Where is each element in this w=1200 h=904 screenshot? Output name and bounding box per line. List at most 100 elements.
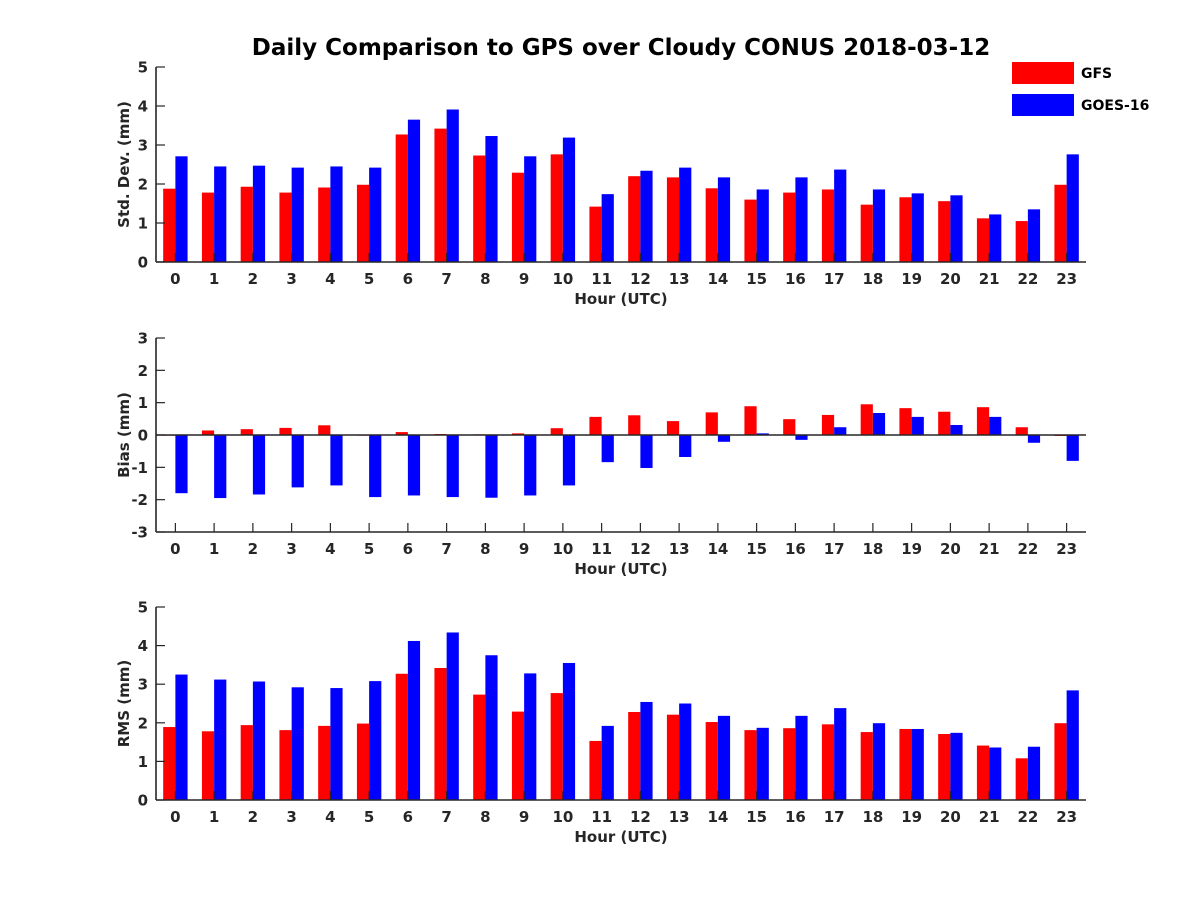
- bar-goes-16-hour-10: [562, 435, 576, 486]
- x-tick-label: 13: [669, 808, 690, 826]
- bar-goes-16-hour-0: [175, 435, 188, 494]
- x-tick-label: 22: [1017, 270, 1038, 288]
- x-tick-label: 20: [940, 270, 961, 288]
- x-tick-label: 22: [1017, 808, 1038, 826]
- bar-goes-16-hour-21: [989, 416, 1002, 435]
- bar-gfs-hour-4: [318, 425, 331, 435]
- bar-goes-16-hour-8: [485, 435, 498, 498]
- bar-gfs-hour-23: [1054, 184, 1067, 262]
- bar-goes-16-hour-4: [330, 435, 343, 486]
- x-tick-label: 21: [979, 540, 1000, 558]
- x-tick-label: 13: [669, 540, 690, 558]
- bar-gfs-hour-23: [1054, 723, 1067, 800]
- bar-gfs-hour-16: [783, 192, 796, 262]
- bar-goes-16-hour-9: [524, 435, 537, 496]
- bar-gfs-hour-2: [240, 725, 253, 800]
- bar-goes-16-hour-4: [330, 688, 343, 800]
- bar-goes-16-hour-19: [911, 416, 924, 435]
- bar-gfs-hour-9: [511, 711, 525, 800]
- bar-gfs-hour-19: [899, 408, 912, 435]
- x-tick-label: 4: [325, 808, 335, 826]
- x-axis-label: Hour (UTC): [574, 560, 667, 578]
- x-tick-label: 22: [1017, 540, 1038, 558]
- bar-gfs-hour-6: [395, 134, 408, 262]
- bar-goes-16-hour-19: [911, 193, 924, 262]
- x-tick-label: 11: [591, 808, 612, 826]
- bar-gfs-hour-18: [860, 404, 873, 435]
- bar-goes-16-hour-16: [795, 177, 808, 262]
- x-tick-label: 7: [441, 808, 451, 826]
- x-tick-label: 11: [591, 540, 612, 558]
- y-tick-label: 1: [138, 753, 148, 771]
- bar-gfs-hour-1: [201, 731, 215, 800]
- bar-gfs-hour-14: [705, 412, 718, 435]
- bar-gfs-hour-8: [473, 155, 486, 262]
- bar-gfs-hour-6: [395, 432, 408, 435]
- bar-gfs-hour-3: [279, 192, 292, 262]
- x-tick-label: 23: [1056, 808, 1077, 826]
- bar-goes-16-hour-9: [524, 156, 537, 262]
- bar-gfs-hour-2: [240, 429, 253, 435]
- bar-goes-16-hour-8: [485, 136, 498, 262]
- bar-gfs-hour-15: [744, 730, 757, 800]
- x-tick-label: 19: [901, 540, 922, 558]
- bar-gfs-hour-20: [938, 733, 951, 800]
- bar-goes-16-hour-6: [407, 640, 421, 800]
- bar-gfs-hour-14: [705, 188, 718, 262]
- bar-goes-16-hour-4: [330, 166, 343, 262]
- bar-gfs-hour-2: [240, 186, 253, 262]
- bar-gfs-hour-10: [550, 693, 563, 800]
- legend-label-gfs: GFS: [1081, 66, 1112, 82]
- bar-gfs-hour-13: [666, 421, 680, 435]
- y-axis-label: RMS (mm): [115, 660, 133, 747]
- bar-goes-16-hour-15: [756, 189, 769, 262]
- bar-goes-16-hour-9: [524, 673, 537, 800]
- bar-gfs-hour-19: [899, 728, 912, 800]
- bar-goes-16-hour-23: [1066, 154, 1079, 262]
- bar-gfs-hour-22: [1015, 758, 1028, 800]
- y-tick-label: 5: [138, 599, 148, 617]
- bar-goes-16-hour-17: [834, 708, 847, 800]
- bar-gfs-hour-16: [783, 419, 796, 435]
- x-tick-label: 12: [630, 808, 651, 826]
- y-tick-label: 5: [138, 59, 148, 77]
- x-tick-label: 2: [248, 540, 258, 558]
- bar-gfs-hour-0: [163, 188, 176, 262]
- bar-goes-16-hour-7: [446, 632, 459, 800]
- bar-gfs-hour-1: [201, 430, 215, 435]
- bar-goes-16-hour-10: [562, 662, 576, 800]
- x-tick-label: 18: [862, 808, 883, 826]
- y-tick-label: 0: [138, 254, 148, 272]
- bar-goes-16-hour-14: [717, 177, 731, 262]
- bar-gfs-hour-22: [1015, 221, 1028, 262]
- x-tick-label: 20: [940, 540, 961, 558]
- bar-goes-16-hour-18: [872, 413, 886, 435]
- bar-goes-16-hour-13: [679, 703, 692, 800]
- x-tick-label: 14: [707, 270, 728, 288]
- bar-goes-16-hour-6: [407, 119, 421, 263]
- x-tick-label: 6: [403, 270, 413, 288]
- x-tick-label: 2: [248, 808, 258, 826]
- bar-gfs-hour-21: [976, 218, 990, 262]
- bar-gfs-hour-20: [938, 411, 951, 435]
- y-tick-label: 0: [138, 427, 148, 445]
- x-tick-label: 9: [519, 540, 529, 558]
- x-tick-label: 7: [441, 270, 451, 288]
- y-tick-label: 0: [138, 792, 148, 810]
- y-axis-label: Bias (mm): [115, 392, 133, 478]
- legend-swatch-gfs: [1012, 62, 1074, 84]
- x-tick-label: 3: [286, 270, 296, 288]
- bar-goes-16-hour-18: [872, 723, 886, 800]
- y-tick-label: 3: [138, 137, 148, 155]
- bar-goes-16-hour-22: [1027, 209, 1041, 262]
- bar-gfs-hour-15: [744, 199, 757, 262]
- x-tick-label: 19: [901, 270, 922, 288]
- bar-gfs-hour-17: [821, 189, 835, 262]
- bar-goes-16-hour-5: [369, 681, 382, 800]
- bar-gfs-hour-18: [860, 732, 873, 800]
- bar-gfs-hour-11: [589, 206, 602, 262]
- x-tick-label: 10: [552, 808, 573, 826]
